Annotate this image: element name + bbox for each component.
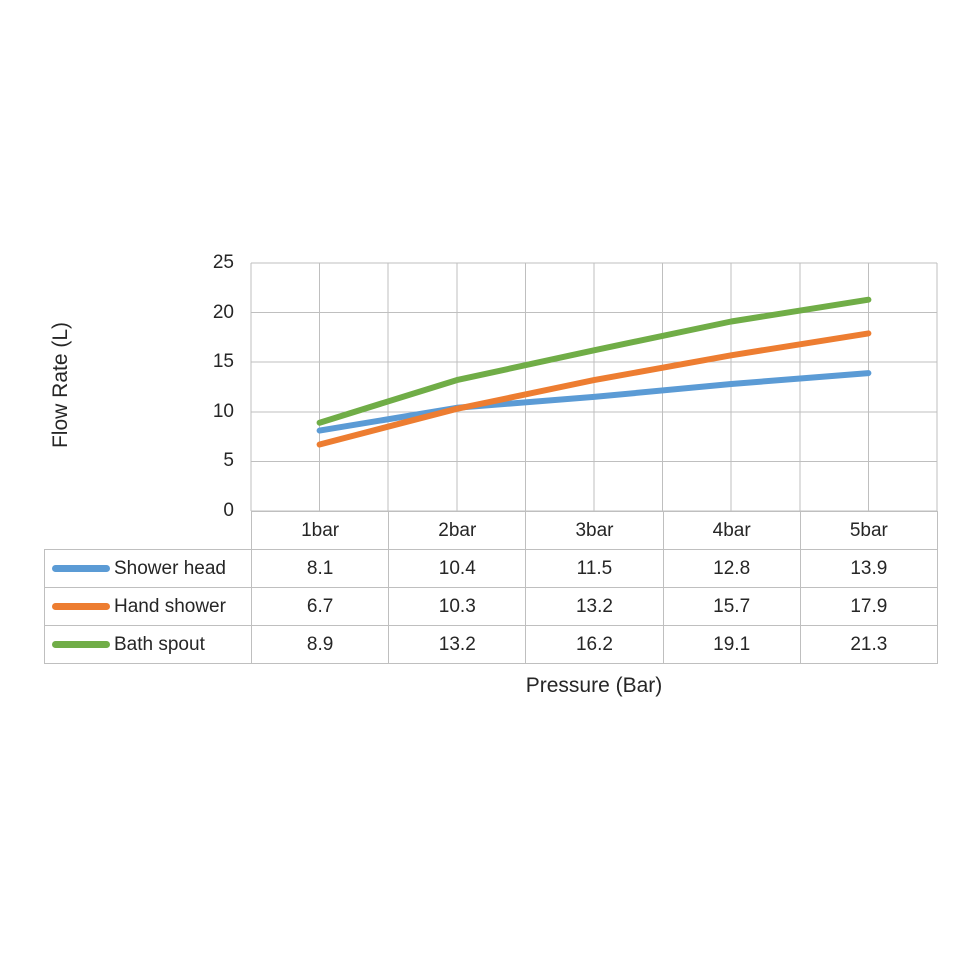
y-tick-10: 10 [212,400,234,422]
value-cell: 13.2 [388,625,527,664]
category-label-2bar: 2bar [388,511,527,550]
value-cell: 19.1 [662,625,801,664]
value-cell: 13.9 [799,549,938,588]
series-color-swatch-bath-spout [52,641,110,648]
legend-cell-hand-shower: Hand shower [44,587,252,626]
y-tick-25: 25 [212,252,234,273]
category-label-1bar: 1bar [250,511,390,550]
legend-cell-bath-spout: Bath spout [44,625,252,664]
y-tick-0: 0 [223,500,234,521]
series-line-bath-spout [316,296,872,426]
category-label-4bar: 4bar [662,511,801,550]
series-color-swatch-hand-shower [52,603,110,610]
series-color-swatch-shower-head [52,565,110,572]
legend-cell-shower-head: Shower head [44,549,252,588]
category-label-5bar: 5bar [799,511,938,550]
table-corner-cell [45,512,252,550]
y-axis-title: Flow Rate (L) [49,321,72,449]
value-cell: 16.2 [525,625,664,664]
y-tick-20: 20 [212,301,234,323]
y-axis-tick-labels: 25 20 15 10 5 0 [148,252,234,521]
y-tick-15: 15 [212,351,234,373]
series-name-hand-shower: Hand shower [114,595,226,617]
value-cell: 21.3 [799,625,938,664]
series-name-bath-spout: Bath spout [114,633,205,655]
y-tick-5: 5 [223,450,234,472]
value-cell: 10.4 [388,549,527,588]
category-header-row: 1bar 2bar 3bar 4bar 5bar [45,511,938,550]
plot-area [250,262,938,512]
value-cell: 8.9 [250,625,390,664]
series-row-hand-shower: Hand shower 6.7 10.3 13.2 15.7 17.9 [44,587,938,626]
value-cell: 10.3 [388,587,527,626]
series-row-shower-head: Shower head 8.1 10.4 11.5 12.8 13.9 [44,549,938,588]
category-label-3bar: 3bar [525,511,664,550]
value-cell: 13.2 [525,587,664,626]
value-cell: 8.1 [250,549,390,588]
x-axis-title: Pressure (Bar) [525,674,663,697]
series-row-bath-spout: Bath spout 8.9 13.2 16.2 19.1 21.3 [44,625,938,664]
series-line-shower-head [316,370,872,434]
value-cell: 11.5 [525,549,664,588]
series-name-shower-head: Shower head [114,557,226,579]
value-cell: 12.8 [662,549,801,588]
series-line-hand-shower [316,330,872,448]
gridlines [250,262,938,512]
data-table: 1bar 2bar 3bar 4bar 5bar Shower head 8.1… [44,511,938,664]
value-cell: 6.7 [250,587,390,626]
value-cell: 17.9 [799,587,938,626]
value-cell: 15.7 [662,587,801,626]
